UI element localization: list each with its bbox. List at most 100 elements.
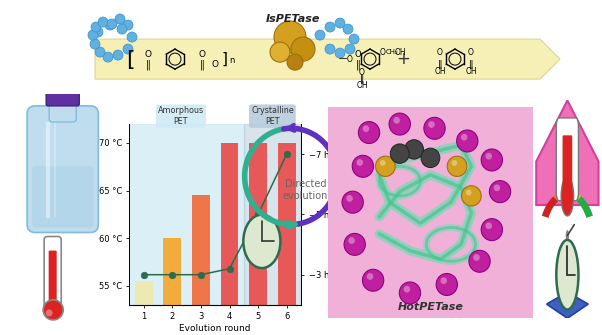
Circle shape	[325, 44, 335, 54]
Polygon shape	[547, 292, 588, 318]
Circle shape	[315, 30, 325, 40]
Circle shape	[393, 117, 400, 124]
Text: O: O	[347, 55, 353, 64]
FancyBboxPatch shape	[49, 251, 57, 301]
Circle shape	[325, 22, 335, 32]
Circle shape	[356, 159, 363, 166]
Bar	[221, 143, 238, 305]
Circle shape	[461, 134, 468, 141]
Text: HotPETase: HotPETase	[397, 302, 464, 312]
Circle shape	[344, 233, 365, 255]
Circle shape	[346, 195, 353, 202]
Circle shape	[485, 222, 492, 229]
Bar	[244, 124, 301, 305]
Text: OH: OH	[434, 67, 446, 76]
Point	[282, 151, 291, 157]
Text: O: O	[211, 60, 219, 69]
Circle shape	[123, 20, 133, 30]
Text: O: O	[359, 68, 365, 77]
Text: O: O	[355, 50, 361, 59]
Circle shape	[335, 18, 345, 28]
Circle shape	[405, 140, 423, 159]
Circle shape	[335, 48, 345, 58]
Circle shape	[123, 44, 133, 54]
Circle shape	[367, 273, 373, 280]
Circle shape	[105, 20, 115, 30]
Bar	[164, 238, 181, 305]
Circle shape	[473, 254, 480, 261]
Circle shape	[95, 47, 105, 57]
Text: ‖: ‖	[199, 60, 205, 70]
Text: $\left[\right.$: $\left[\right.$	[126, 48, 134, 71]
Circle shape	[556, 240, 579, 310]
Circle shape	[127, 32, 137, 42]
Circle shape	[93, 27, 103, 37]
Circle shape	[561, 177, 574, 216]
Circle shape	[399, 282, 421, 304]
Text: Crystalline
PET: Crystalline PET	[251, 107, 294, 126]
Text: OH: OH	[394, 48, 406, 57]
FancyBboxPatch shape	[556, 118, 579, 201]
X-axis label: Evolution round: Evolution round	[179, 324, 251, 333]
Circle shape	[469, 250, 490, 272]
Point	[139, 272, 149, 277]
Point	[196, 272, 206, 277]
Circle shape	[462, 186, 481, 206]
Text: O: O	[199, 50, 205, 59]
Text: ‖: ‖	[146, 60, 150, 70]
Point	[253, 212, 263, 217]
FancyBboxPatch shape	[46, 92, 79, 106]
Circle shape	[421, 148, 440, 168]
Text: ]: ]	[222, 52, 228, 67]
Circle shape	[103, 52, 113, 62]
Text: ‖: ‖	[438, 60, 442, 69]
Circle shape	[113, 50, 123, 60]
Text: ‖: ‖	[469, 60, 473, 69]
Circle shape	[376, 156, 396, 177]
Circle shape	[345, 44, 355, 54]
Text: ‖: ‖	[360, 75, 364, 84]
Circle shape	[447, 156, 467, 177]
Circle shape	[342, 191, 363, 213]
Polygon shape	[536, 100, 598, 205]
Circle shape	[243, 215, 281, 268]
Circle shape	[424, 117, 445, 139]
Circle shape	[380, 160, 386, 166]
Text: O: O	[380, 48, 386, 57]
FancyBboxPatch shape	[27, 106, 98, 232]
Circle shape	[485, 153, 492, 159]
Text: O: O	[144, 50, 152, 59]
Circle shape	[115, 14, 125, 24]
Text: O: O	[468, 48, 474, 57]
Text: IsPETase: IsPETase	[266, 14, 320, 24]
Polygon shape	[95, 39, 560, 79]
Circle shape	[291, 37, 315, 61]
Circle shape	[352, 155, 373, 177]
FancyBboxPatch shape	[32, 166, 93, 227]
Text: ‖: ‖	[356, 60, 361, 70]
Circle shape	[117, 24, 127, 34]
Circle shape	[43, 300, 63, 320]
Circle shape	[46, 310, 53, 316]
Text: OH: OH	[356, 81, 368, 90]
FancyBboxPatch shape	[44, 237, 61, 308]
Text: O: O	[437, 48, 443, 57]
Text: +: +	[396, 50, 410, 68]
Circle shape	[489, 181, 510, 203]
Circle shape	[389, 113, 411, 135]
Bar	[249, 143, 267, 305]
Point	[225, 266, 234, 271]
Circle shape	[362, 125, 369, 132]
Text: Amorphous
PET: Amorphous PET	[158, 107, 204, 126]
Circle shape	[436, 273, 458, 295]
Circle shape	[349, 237, 355, 244]
FancyBboxPatch shape	[49, 98, 76, 122]
Circle shape	[98, 17, 108, 27]
Circle shape	[428, 121, 435, 128]
Circle shape	[270, 42, 290, 62]
Bar	[135, 281, 152, 305]
Text: n: n	[229, 56, 235, 65]
Text: Directed
evolution: Directed evolution	[283, 179, 328, 201]
Circle shape	[403, 286, 410, 292]
Circle shape	[452, 160, 458, 166]
